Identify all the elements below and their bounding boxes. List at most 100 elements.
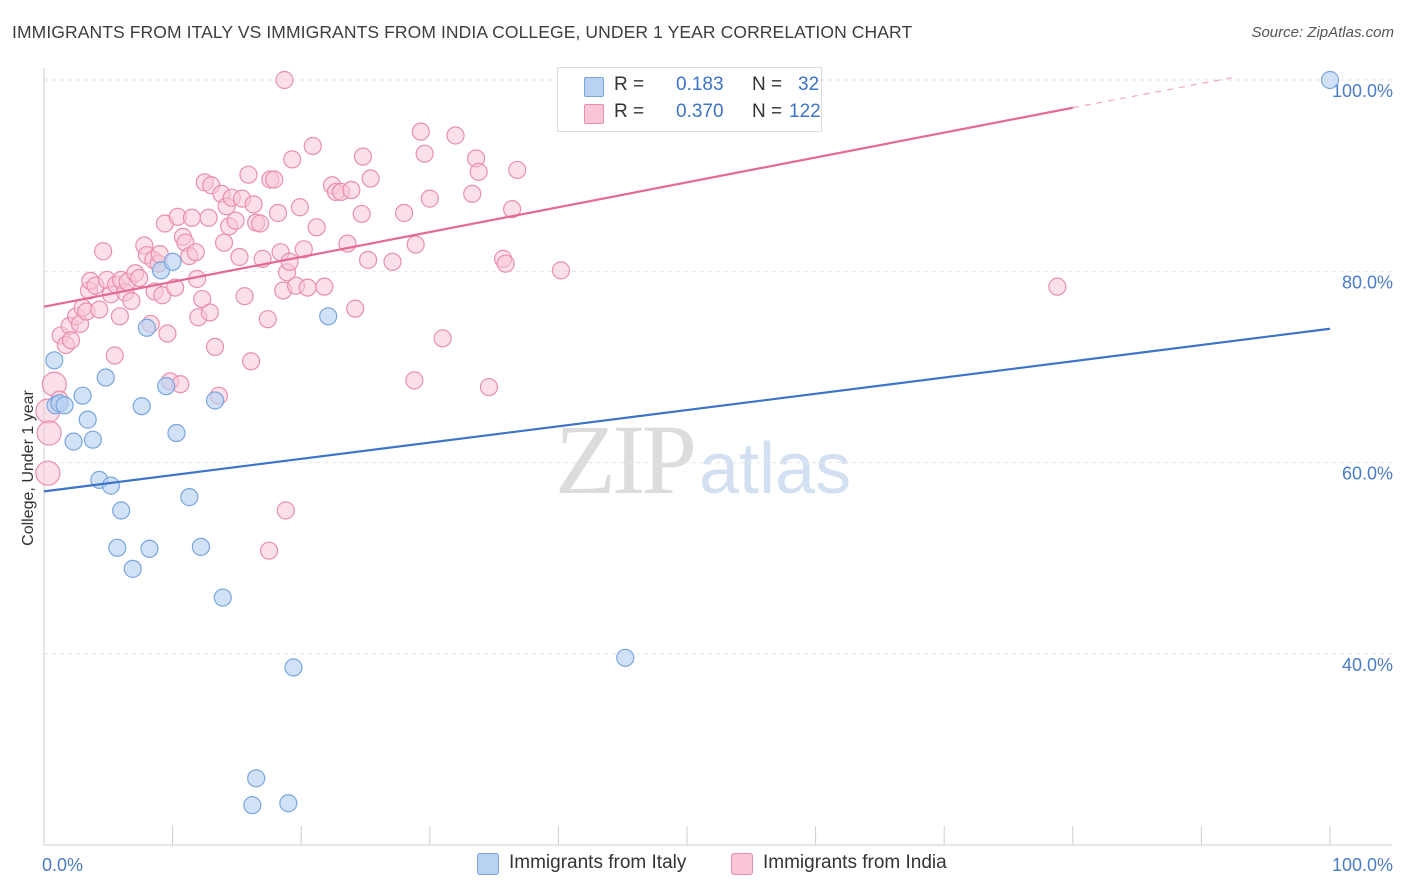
italy-point	[616, 648, 635, 667]
india-point	[205, 337, 225, 357]
italy-point	[140, 539, 159, 558]
italy-point	[205, 391, 225, 410]
india-point	[1048, 277, 1067, 296]
y-tick-label: 60.0%	[1342, 464, 1393, 484]
zipatlas-watermark: ZIPatlas	[555, 402, 851, 517]
legend-n-label: N =	[752, 101, 783, 122]
india-point	[230, 247, 249, 267]
india-point	[200, 303, 219, 322]
italy-point	[137, 318, 156, 337]
italy-point	[73, 386, 92, 405]
india-point	[361, 169, 380, 188]
india-point	[166, 278, 185, 297]
india-point	[130, 268, 149, 288]
correlation-legend: R = 0.183 N = 32 R = 0.370 N = 122	[557, 67, 822, 132]
india-point	[265, 170, 284, 189]
source-credit: Source: ZipAtlas.com	[1251, 24, 1394, 41]
india-point	[226, 211, 245, 230]
watermark-zip: ZIP	[555, 404, 697, 515]
legend-r-label: R =	[614, 74, 645, 95]
india-trend-extension	[1072, 76, 1235, 109]
india-point	[122, 291, 141, 311]
india-point	[199, 208, 218, 227]
india-point	[258, 310, 277, 329]
india-point	[268, 203, 288, 223]
india-point	[244, 195, 263, 214]
india-point	[303, 136, 322, 156]
india-point	[105, 346, 124, 365]
india-point	[415, 144, 434, 163]
india-point	[496, 254, 515, 273]
legend-italy-r: 0.183	[676, 74, 724, 95]
x-tick-label-min: 0.0%	[42, 855, 83, 875]
italy-point	[45, 351, 64, 370]
india-point	[158, 324, 177, 343]
india-point	[353, 147, 373, 166]
italy-point	[157, 377, 176, 396]
india-point	[406, 235, 425, 254]
watermark-atlas: atlas	[699, 429, 852, 509]
italy-point	[123, 559, 142, 578]
italy-trend-line	[43, 327, 1331, 493]
italy-point	[279, 794, 298, 813]
bottom-legend-swatch-india	[731, 853, 753, 875]
india-point	[290, 198, 310, 217]
india-point	[36, 420, 62, 446]
italy-point	[108, 538, 127, 557]
italy-point	[132, 397, 151, 416]
axes	[43, 68, 1392, 846]
italy-point	[243, 796, 262, 815]
bottom-legend-swatch-italy	[477, 853, 499, 875]
legend-swatch-india	[584, 104, 604, 124]
italy-point	[112, 501, 131, 520]
legend-n-label: N =	[752, 74, 783, 95]
bottom-legend-label-italy: Immigrants from Italy	[509, 852, 687, 873]
italy-point	[284, 658, 303, 677]
italy-point	[101, 476, 120, 495]
india-point	[405, 371, 424, 390]
india-point	[35, 460, 61, 486]
india-point	[352, 204, 371, 224]
india-point	[479, 377, 499, 397]
italy-point	[191, 537, 210, 556]
india-point	[250, 214, 270, 233]
y-tick-label: 80.0%	[1342, 272, 1393, 292]
x-tick-label-max: 100.0%	[1332, 855, 1393, 875]
italy-point	[180, 488, 199, 507]
india-point	[503, 200, 522, 219]
india-point	[551, 261, 571, 280]
italy-point	[64, 432, 83, 451]
india-point	[182, 208, 201, 227]
india-point	[358, 250, 378, 269]
india-point	[214, 233, 234, 252]
india-point	[346, 299, 365, 318]
italy-point	[1320, 70, 1340, 90]
india-point	[315, 277, 334, 296]
legend-italy-n: 32	[798, 74, 820, 95]
italy-point	[83, 430, 102, 449]
india-point	[235, 287, 254, 306]
india-point	[294, 240, 313, 259]
india-point	[394, 203, 414, 223]
india-point	[90, 300, 109, 319]
india-point	[239, 165, 258, 184]
india-point	[259, 541, 279, 560]
india-point	[342, 180, 361, 200]
legend-r-label: R =	[614, 101, 645, 122]
legend-india-n: 122	[789, 101, 821, 122]
legend-india-r: 0.370	[676, 101, 724, 122]
india-point	[463, 184, 482, 203]
india-point	[186, 243, 205, 262]
trend-lines	[43, 76, 1331, 493]
bottom-legend-label-india: Immigrants from India	[763, 852, 947, 873]
italy-point	[163, 252, 182, 271]
italy-point	[96, 368, 115, 387]
india-series-points	[35, 70, 1067, 560]
india-trend-line	[43, 106, 1074, 308]
italy-point	[319, 307, 338, 326]
india-point	[283, 150, 302, 169]
india-point	[420, 189, 439, 208]
italy-point	[167, 423, 186, 443]
italy-point	[247, 769, 266, 788]
india-point	[446, 126, 465, 145]
